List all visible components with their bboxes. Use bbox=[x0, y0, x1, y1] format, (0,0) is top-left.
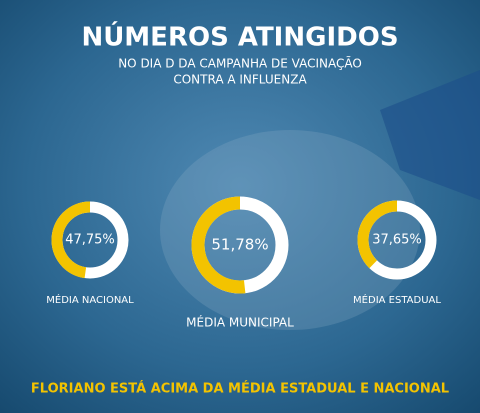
sleeve-shape bbox=[380, 70, 480, 200]
category-label: MÉDIA MUNICIPAL bbox=[186, 315, 294, 330]
value-label: 51,78% bbox=[211, 236, 268, 254]
donut-arc bbox=[51, 201, 91, 279]
subtitle: NO DIA D DA CAMPANHA DE VACINAÇÃO bbox=[118, 56, 362, 71]
title: NÚMEROS ATINGIDOS bbox=[81, 21, 398, 53]
category-label: MÉDIA NACIONAL bbox=[46, 293, 134, 306]
donut-arc bbox=[191, 196, 246, 294]
donut-arc bbox=[357, 200, 398, 269]
value-label: 37,65% bbox=[372, 233, 422, 248]
category-label: MÉDIA ESTADUAL bbox=[353, 293, 441, 306]
value-label: 47,75% bbox=[65, 233, 115, 248]
footer-text: FLORIANO ESTÁ ACIMA DA MÉDIA ESTADUAL E … bbox=[31, 381, 449, 397]
subtitle: CONTRA A INFLUENZA bbox=[173, 73, 307, 87]
